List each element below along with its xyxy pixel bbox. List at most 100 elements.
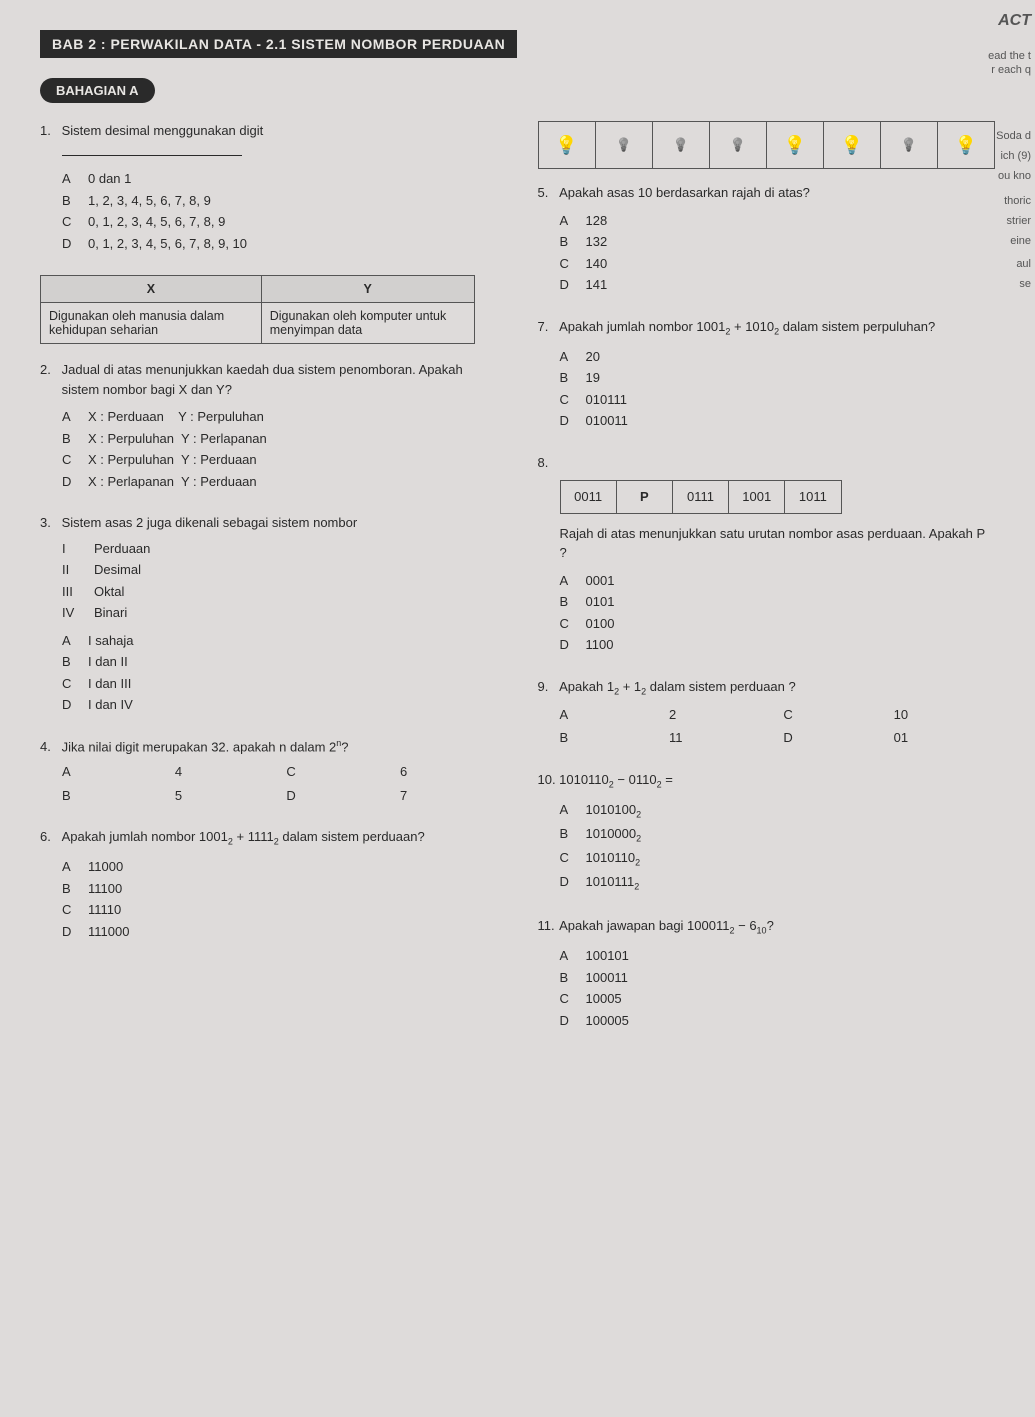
left-column: 1. Sistem desimal menggunakan digit A0 d… bbox=[40, 121, 498, 1052]
option-b: B1, 2, 3, 4, 5, 6, 7, 8, 9 bbox=[62, 191, 498, 211]
question-10: 10. 10101102 − 01102 = A10101002 B101000… bbox=[538, 770, 996, 894]
table-cell-y: Digunakan oleh komputer untuk menyimpan … bbox=[261, 303, 474, 344]
roman-iv: IVBinari bbox=[62, 603, 498, 623]
edge-fragment: Soda d bbox=[996, 130, 1031, 142]
q-text: Sistem asas 2 juga dikenali sebagai sist… bbox=[62, 513, 498, 533]
question-11: 11. Apakah jawapan bagi 1000112 − 610? A… bbox=[538, 916, 996, 1030]
option-d: D111000 bbox=[62, 922, 498, 942]
edge-fragment: ou kno bbox=[998, 170, 1031, 182]
options: A100101 B100011 C10005 D100005 bbox=[560, 946, 996, 1030]
option-c: C140 bbox=[560, 254, 996, 274]
q-number: 9. bbox=[538, 677, 556, 697]
option-b: B100011 bbox=[560, 968, 996, 988]
option-b: BI dan II bbox=[62, 652, 498, 672]
edge-fragment: se bbox=[1019, 278, 1031, 290]
option-d: D100005 bbox=[560, 1011, 996, 1031]
table-cell-x: Digunakan oleh manusia dalam kehidupan s… bbox=[41, 303, 262, 344]
roman-iii: IIIOktal bbox=[62, 582, 498, 602]
edge-fragment: thoric bbox=[1004, 195, 1031, 207]
roman-list: IPerduaan IIDesimal IIIOktal IVBinari bbox=[62, 539, 498, 623]
q-text: Apakah jawapan bagi 1000112 − 610? bbox=[559, 916, 995, 938]
q-text: Apakah jumlah nombor 10012 + 11112 dalam… bbox=[62, 827, 498, 849]
q-number: 10. bbox=[538, 770, 556, 790]
question-9: 9. Apakah 12 + 12 dalam sistem perduaan … bbox=[538, 677, 996, 748]
sequence-cell: P bbox=[617, 481, 673, 513]
chapter-header: BAB 2 : PERWAKILAN DATA - 2.1 SISTEM NOM… bbox=[40, 30, 517, 58]
options-grid: A4 C6 B5 D7 bbox=[62, 762, 498, 805]
q-number: 3. bbox=[40, 513, 58, 533]
option-b: B132 bbox=[560, 232, 996, 252]
section-pill: BAHAGIAN A bbox=[40, 78, 155, 103]
worksheet-page: ACT ead the t r each q Soda d ich (9) ou… bbox=[0, 0, 1035, 1417]
q-number: 4. bbox=[40, 737, 58, 757]
question-7: 7. Apakah jumlah nombor 10012 + 10102 da… bbox=[538, 317, 996, 431]
option-d: D141 bbox=[560, 275, 996, 295]
options: AI sahaja BI dan II CI dan III DI dan IV bbox=[62, 631, 498, 715]
right-column: 💡💡💡💡💡💡💡💡 5. Apakah asas 10 berdasarkan r… bbox=[538, 121, 996, 1052]
option-a: A128 bbox=[560, 211, 996, 231]
q8-body: Rajah di atas menunjukkan satu urutan no… bbox=[560, 524, 996, 563]
option-d: D0, 1, 2, 3, 4, 5, 6, 7, 8, 9, 10 bbox=[62, 234, 498, 254]
options: A0001 B0101 C0100 D1100 bbox=[560, 571, 996, 655]
option-b: B19 bbox=[560, 368, 996, 388]
edge-fragment: ead the t bbox=[988, 50, 1031, 62]
options: A20 B19 C010111 D010011 bbox=[560, 347, 996, 431]
q-text: Jika nilai digit merupakan 32. apakah n … bbox=[62, 737, 498, 757]
option-d: DI dan IV bbox=[62, 695, 498, 715]
edge-fragment: eine bbox=[1010, 235, 1031, 247]
question-6: 6. Apakah jumlah nombor 10012 + 11112 da… bbox=[40, 827, 498, 941]
question-4: 4. Jika nilai digit merupakan 32. apakah… bbox=[40, 737, 498, 806]
bulb-off-icon: 💡 bbox=[881, 122, 938, 168]
q-number: 8. bbox=[538, 453, 556, 473]
sequence-cell: 1001 bbox=[729, 481, 785, 513]
bulb-off-icon: 💡 bbox=[710, 122, 767, 168]
q-number: 5. bbox=[538, 183, 556, 203]
edge-fragment: strier bbox=[1007, 215, 1031, 227]
options: A11000 B11100 C11110 D111000 bbox=[62, 857, 498, 941]
option-a: A20 bbox=[560, 347, 996, 367]
bulb-on-icon: 💡 bbox=[539, 122, 596, 168]
q-text: Jadual di atas menunjukkan kaedah dua si… bbox=[62, 360, 498, 399]
roman-ii: IIDesimal bbox=[62, 560, 498, 580]
option-a: AX : Perduaan Y : Perpuluhan bbox=[62, 407, 498, 427]
option-c: C10005 bbox=[560, 989, 996, 1009]
edge-fragment: r each q bbox=[991, 64, 1031, 76]
question-1: 1. Sistem desimal menggunakan digit A0 d… bbox=[40, 121, 498, 253]
sequence-cell: 1011 bbox=[785, 481, 840, 513]
binary-sequence-row: 0011P011110011011 bbox=[560, 480, 842, 514]
q-text: Sistem desimal menggunakan digit bbox=[62, 121, 498, 161]
options: A10101002 B10100002 C10101102 D10101112 bbox=[560, 800, 996, 894]
table-header-x: X bbox=[41, 276, 262, 303]
roman-i: IPerduaan bbox=[62, 539, 498, 559]
bulb-row: 💡💡💡💡💡💡💡💡 bbox=[538, 121, 996, 169]
options-grid: A2 C10 B11 D01 bbox=[560, 705, 996, 748]
sequence-cell: 0011 bbox=[561, 481, 617, 513]
q-number: 11. bbox=[538, 916, 556, 936]
q-text: Apakah 12 + 12 dalam sistem perduaan ? bbox=[559, 677, 995, 699]
edge-fragment: ich (9) bbox=[1000, 150, 1031, 162]
bulb-off-icon: 💡 bbox=[596, 122, 653, 168]
option-d: DX : Perlapanan Y : Perduaan bbox=[62, 472, 498, 492]
option-b: B0101 bbox=[560, 592, 996, 612]
question-8: 8. 0011P011110011011 Rajah di atas menun… bbox=[538, 453, 996, 655]
edge-fragment: aul bbox=[1016, 258, 1031, 270]
bulb-on-icon: 💡 bbox=[824, 122, 881, 168]
q-number: 7. bbox=[538, 317, 556, 337]
option-b: B11100 bbox=[62, 879, 498, 899]
options: A0 dan 1 B1, 2, 3, 4, 5, 6, 7, 8, 9 C0, … bbox=[62, 169, 498, 253]
option-b: B10100002 bbox=[560, 824, 996, 846]
option-d: D1100 bbox=[560, 635, 996, 655]
option-c: CX : Perpuluhan Y : Perduaan bbox=[62, 450, 498, 470]
question-3: 3. Sistem asas 2 juga dikenali sebagai s… bbox=[40, 513, 498, 715]
option-a: AI sahaja bbox=[62, 631, 498, 651]
option-c: C11110 bbox=[62, 900, 498, 920]
option-a: A10101002 bbox=[560, 800, 996, 822]
option-a: A11000 bbox=[62, 857, 498, 877]
option-c: C0, 1, 2, 3, 4, 5, 6, 7, 8, 9 bbox=[62, 212, 498, 232]
q-number: 2. bbox=[40, 360, 58, 380]
two-column-layout: 1. Sistem desimal menggunakan digit A0 d… bbox=[40, 121, 995, 1052]
q-text-line: Sistem desimal menggunakan digit bbox=[62, 123, 264, 138]
q-text: Apakah jumlah nombor 10012 + 10102 dalam… bbox=[559, 317, 995, 339]
q-number: 6. bbox=[40, 827, 58, 847]
blank-line bbox=[62, 141, 242, 156]
